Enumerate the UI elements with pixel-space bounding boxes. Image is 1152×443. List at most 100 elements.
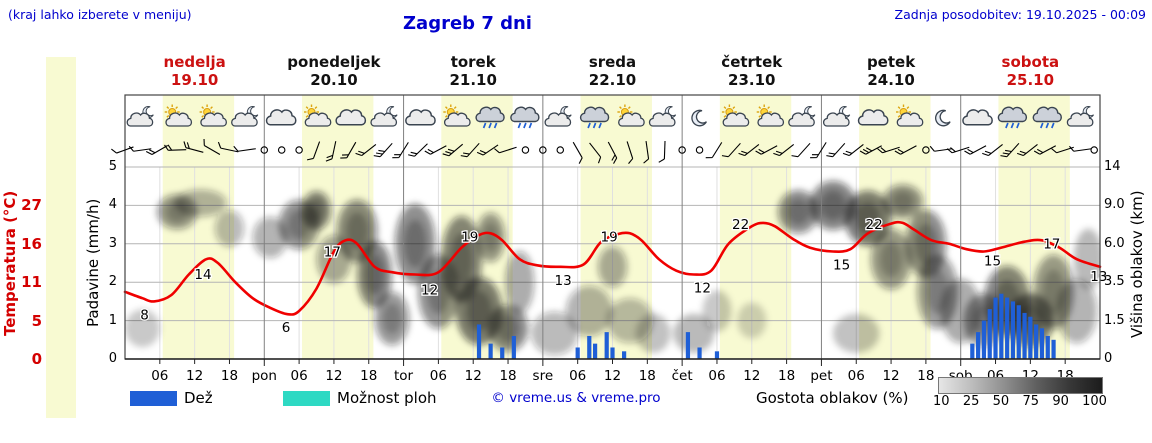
precip-tick: 0 — [108, 351, 117, 366]
wind-barb-icon — [145, 145, 168, 155]
weather-icon-rain — [475, 106, 505, 129]
rain-bars — [476, 293, 1056, 359]
wind-barb-icon — [476, 144, 499, 156]
density-tick: 75 — [1022, 394, 1040, 409]
wind-barb-icon — [494, 146, 517, 154]
x-tick-label: 06 — [847, 368, 865, 384]
weather-icon-cloud — [335, 109, 367, 126]
wind-barb-icon — [373, 142, 393, 158]
rain-legend-label: Dež — [184, 389, 213, 407]
wind-barb-icon — [894, 145, 917, 155]
cloud-height-tick: 1.5 — [1104, 312, 1125, 328]
weather-icon-moon-cloud — [1066, 105, 1094, 127]
temperature-tick: 5 — [31, 311, 42, 330]
wind-barb-icon — [183, 141, 204, 153]
weather-icon-sun-cloud — [617, 104, 645, 127]
day-name: nedelja — [163, 53, 226, 71]
day-date: 19.10 — [170, 71, 219, 89]
precip-tick: 3 — [108, 235, 117, 251]
cloud-height-tick: 6.0 — [1104, 235, 1125, 251]
precip-axis-title: Padavine (mm/h) — [84, 198, 102, 327]
rain-legend-swatch — [130, 391, 177, 406]
wind-barb-icon — [164, 144, 187, 151]
weather-icon-cloud — [857, 109, 889, 126]
x-tick-label: 06 — [429, 368, 447, 384]
weather-icon-rain — [579, 106, 610, 129]
precip-tick: 2 — [108, 274, 117, 290]
weather-icon-rain — [1032, 106, 1062, 129]
precip-tick: 1 — [108, 312, 117, 328]
weather-icon-moon-cloud — [370, 105, 398, 127]
day-name: sobota — [1001, 53, 1060, 71]
wind-barb-icon — [408, 143, 428, 157]
wind-calm-icon — [678, 146, 686, 154]
density-tick: 10 — [933, 394, 950, 409]
weather-icon-rain — [997, 106, 1028, 129]
temp-label: 15 — [833, 258, 850, 274]
x-tick-label: 06 — [708, 368, 726, 384]
weather-icon-sun-cloud — [304, 104, 332, 127]
temp-label: 13 — [1090, 269, 1107, 285]
day-date: 23.10 — [728, 71, 776, 89]
weather-icon-moon-cloud — [126, 105, 154, 127]
density-tick: 100 — [1082, 394, 1107, 409]
day-date: 25.10 — [1006, 71, 1055, 89]
x-tick-label: 06 — [569, 368, 587, 384]
weather-icon-moon — [691, 109, 707, 127]
day-date: 20.10 — [310, 71, 358, 89]
wind-calm-icon — [539, 146, 547, 154]
day-name: četrtek — [721, 53, 783, 71]
weather-icon-moon-cloud — [788, 105, 816, 127]
temp-label: 12 — [421, 283, 438, 299]
precip-tick: 4 — [108, 197, 117, 213]
wind-barb-icon — [392, 142, 409, 159]
wind-barb-icon — [791, 142, 811, 158]
day-name: sreda — [588, 53, 637, 71]
wind-barb-icon — [842, 144, 864, 157]
x-tick-label: 12 — [882, 368, 900, 384]
cloud-height-tick: 3.5 — [1104, 274, 1125, 290]
wind-barb-icon — [810, 142, 827, 159]
weather-icon-sun-cloud — [721, 104, 750, 127]
temp-label: 17 — [324, 244, 341, 260]
day-date: 24.10 — [867, 71, 915, 89]
wind-barb-icon — [643, 141, 650, 164]
temperature-tick: 16 — [21, 234, 42, 253]
wind-barb-icon — [626, 141, 634, 164]
cloud-density-label: Gostota oblakov (%) — [756, 389, 909, 407]
weather-icons-row — [126, 104, 1094, 129]
wind-barb-icon — [773, 144, 795, 157]
wind-barb-icon — [658, 140, 666, 163]
wind-barb-icon — [705, 142, 723, 159]
x-tick-label: 18 — [499, 368, 517, 384]
x-tick-label: 18 — [360, 368, 378, 384]
temp-label: 22 — [866, 217, 883, 233]
temperature-value-labels: 8 14 6 17 12 19 13 19 12 22 15 22 15 17 13 — [139, 216, 1109, 338]
wind-barb-icon — [721, 142, 741, 158]
wind-calm-icon — [260, 146, 269, 154]
temp-label: 22 — [732, 217, 749, 233]
wind-barb-icon — [325, 141, 337, 162]
x-tick-label: sre — [532, 368, 554, 384]
weather-icon-moon-cloud — [231, 105, 259, 127]
temperature-tick: 11 — [21, 273, 42, 292]
wind-barb-icon — [589, 142, 602, 164]
x-tick-label: 12 — [464, 368, 482, 384]
copyright-link[interactable]: © vreme.us & vreme.pro — [491, 390, 661, 406]
x-tick-label: pet — [810, 368, 833, 384]
wind-calm-icon — [556, 146, 565, 154]
wind-barb-icon — [1000, 142, 1020, 158]
wind-barb-icon — [306, 141, 321, 161]
wind-barb-icon — [1069, 145, 1092, 152]
wind-barb-icon — [826, 142, 846, 158]
wind-barb-icon — [982, 144, 1003, 157]
temp-label: 19 — [601, 229, 618, 245]
wind-barb-icon — [128, 145, 152, 152]
x-tick-label: pon — [251, 368, 277, 384]
weather-icon-moon-cloud — [822, 105, 851, 127]
wind-barb-icon — [929, 145, 953, 152]
temperature-tick: 27 — [21, 196, 42, 215]
wind-barb-icon — [203, 138, 221, 155]
